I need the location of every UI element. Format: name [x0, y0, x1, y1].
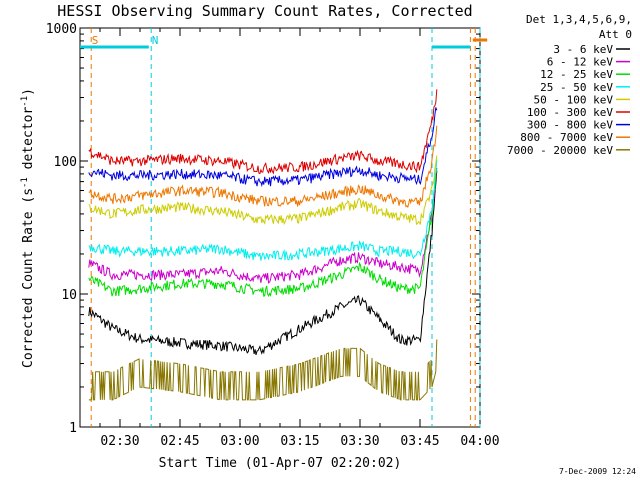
series-line [88, 168, 438, 284]
x-tick-label: 03:45 [400, 434, 439, 449]
footer-date: 7-Dec-2009 12:24 [559, 467, 636, 476]
y-axis-label-sup1: -1 [20, 177, 30, 188]
legend-item-label: 50 - 100 keV [534, 93, 614, 106]
marker-annotation: S [92, 34, 99, 47]
legend-item-label: 800 - 7000 keV [520, 131, 613, 144]
x-axis: 02:30 02:45 03:00 03:15 03:30 03:45 04:00 [99, 28, 500, 449]
series-layer [88, 89, 438, 401]
x-tick-label: 03:15 [280, 434, 319, 449]
series-line [88, 159, 438, 261]
series-line [88, 107, 438, 188]
legend-item-label: 100 - 300 keV [527, 106, 613, 119]
y-axis-label-mid: detector [21, 107, 36, 178]
marker-annotation: N [152, 34, 159, 47]
plot-border [79, 27, 481, 428]
legend-header-line2: Att 0 [599, 28, 632, 41]
series-line [88, 155, 438, 225]
x-tick-label: 03:30 [340, 434, 379, 449]
legend-item-label: 300 - 800 keV [527, 119, 613, 132]
legend-item-label: 7000 - 20000 keV [507, 144, 613, 157]
x-tick-label: 02:30 [100, 434, 139, 449]
series-line [88, 339, 438, 401]
series-line [88, 170, 438, 356]
x-tick-label: 04:00 [460, 434, 499, 449]
legend-item-label: 25 - 50 keV [540, 81, 613, 94]
legend-item-label: 3 - 6 keV [553, 43, 613, 56]
y-tick-label: 100 [54, 155, 77, 170]
chart-title: HESSI Observing Summary Count Rates, Cor… [57, 2, 472, 20]
x-axis-label: Start Time (01-Apr-07 02:20:02) [159, 456, 402, 471]
series-line [88, 125, 438, 209]
y-axis: 1 10 100 1000 [46, 22, 480, 436]
y-tick-label: 10 [61, 288, 77, 303]
y-tick-label: 1000 [46, 22, 77, 37]
y-axis-label-main: Corrected Count Rate (s [21, 188, 36, 368]
y-axis-label: Corrected Count Rate (s-1 detector-1) [20, 88, 36, 368]
plot-area [79, 27, 481, 428]
legend-item-label: 6 - 12 keV [547, 56, 614, 69]
x-tick-label: 03:00 [220, 434, 259, 449]
series-line [88, 89, 438, 175]
y-axis-label-sup2: -1 [20, 96, 30, 107]
legend-item-label: 12 - 25 keV [540, 68, 613, 81]
series-line [88, 168, 438, 298]
x-tick-label: 02:45 [160, 434, 199, 449]
y-tick-label: 1 [69, 421, 77, 436]
legend-header-line1: Det 1,3,4,5,6,9, [526, 13, 632, 26]
y-axis-label-end: ) [21, 88, 36, 96]
